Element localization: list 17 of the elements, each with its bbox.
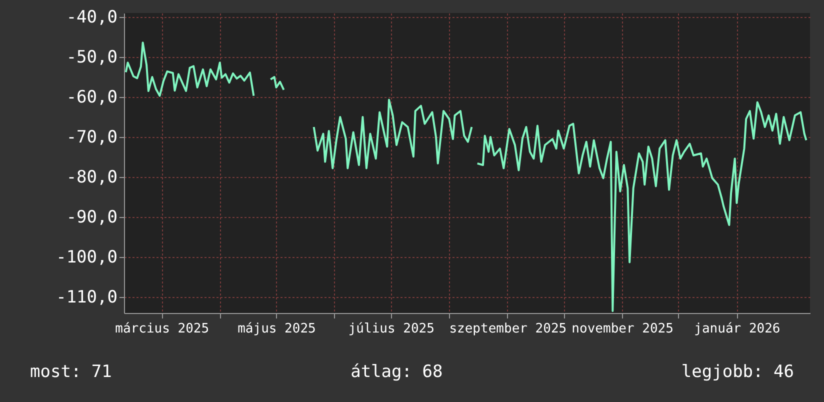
y-tick-label: -60,0 xyxy=(66,88,118,108)
y-tick-label: -70,0 xyxy=(66,128,118,148)
x-tick-label: március 2025 xyxy=(115,322,210,336)
y-tick-label: -80,0 xyxy=(66,168,118,188)
y-tick-label: -50,0 xyxy=(66,48,118,68)
y-tick-label: -40,0 xyxy=(66,8,118,28)
x-tick-label: szeptember 2025 xyxy=(449,322,567,336)
x-tick-label: november 2025 xyxy=(572,322,674,336)
text: átlag: 68 xyxy=(350,362,443,382)
x-tick-label: július 2025 xyxy=(348,322,434,336)
x-tick-label: január 2026 xyxy=(694,322,780,336)
y-tick-label: -100,0 xyxy=(56,248,118,268)
text: legjobb: 46 xyxy=(681,362,794,382)
text: most: 71 xyxy=(30,362,112,382)
y-tick-label: -110,0 xyxy=(56,288,118,308)
y-tick-label: -90,0 xyxy=(66,208,118,228)
x-tick-label: május 2025 xyxy=(238,322,316,336)
